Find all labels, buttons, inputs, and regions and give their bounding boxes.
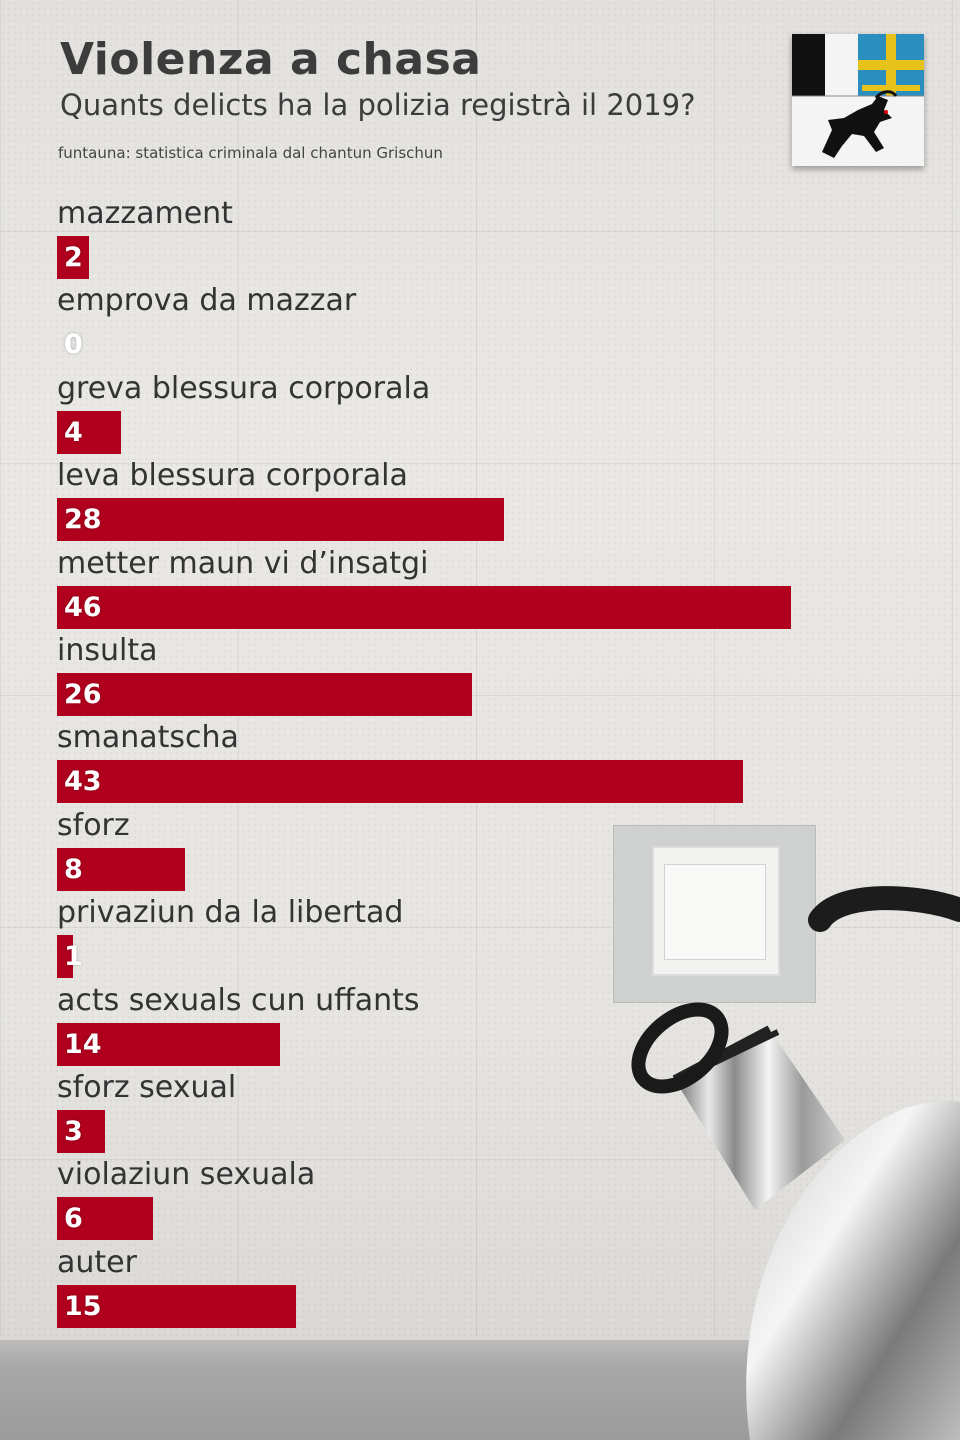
category-label: violaziun sexuala [57, 1157, 316, 1193]
category-label: sforz sexual [57, 1070, 237, 1105]
category-label: emprova da mazzar [57, 283, 357, 319]
value-label: 4 [64, 416, 83, 448]
bar [57, 760, 744, 804]
bar [57, 1022, 281, 1066]
value-label: 8 [64, 853, 83, 885]
chart-title: Violenza a chasa [60, 34, 482, 85]
category-label: metter maun vi d’insatgi [57, 545, 429, 581]
category-label: auter [57, 1244, 137, 1280]
value-label: 3 [64, 1116, 83, 1147]
value-label: 15 [64, 1290, 102, 1322]
bar [57, 935, 73, 979]
value-label: 46 [64, 591, 102, 623]
bar [57, 236, 89, 279]
bar [57, 585, 791, 629]
category-label: acts sexuals cun uffants [57, 982, 420, 1018]
bar [57, 410, 121, 454]
value-label: 14 [64, 1028, 102, 1060]
counter-edge [0, 1336, 960, 1342]
graubuenden-coat-of-arms-icon [792, 34, 924, 166]
value-label: 26 [64, 679, 102, 710]
category-label: privaziun da la libertad [57, 895, 404, 931]
value-label: 2 [64, 242, 83, 273]
category-label: mazzament [57, 196, 233, 231]
category-label: insulta [57, 633, 158, 668]
outlet-plate [664, 864, 766, 960]
outlet-frame [652, 846, 780, 976]
bar [57, 1110, 105, 1153]
category-label: smanatscha [57, 720, 239, 756]
chart-source: funtauna: statistica criminala dal chant… [58, 144, 443, 162]
value-label: 1 [64, 941, 83, 973]
category-label: greva blessura corporala [57, 370, 431, 406]
category-label: sforz [57, 807, 130, 843]
bar [57, 1284, 297, 1328]
kettle-image [631, 886, 960, 1440]
value-label: 6 [64, 1203, 83, 1235]
bar [57, 673, 472, 716]
bar [57, 498, 504, 542]
value-label: 28 [64, 504, 102, 536]
category-label: leva blessura corporala [57, 458, 408, 494]
bar [57, 847, 185, 891]
value-label: 43 [64, 766, 102, 798]
bar [57, 1197, 153, 1241]
chart-subtitle: Quants delicts ha la polizia registrà il… [60, 88, 696, 122]
value-label: 0 [64, 329, 83, 361]
wall-outlet [613, 825, 816, 1003]
